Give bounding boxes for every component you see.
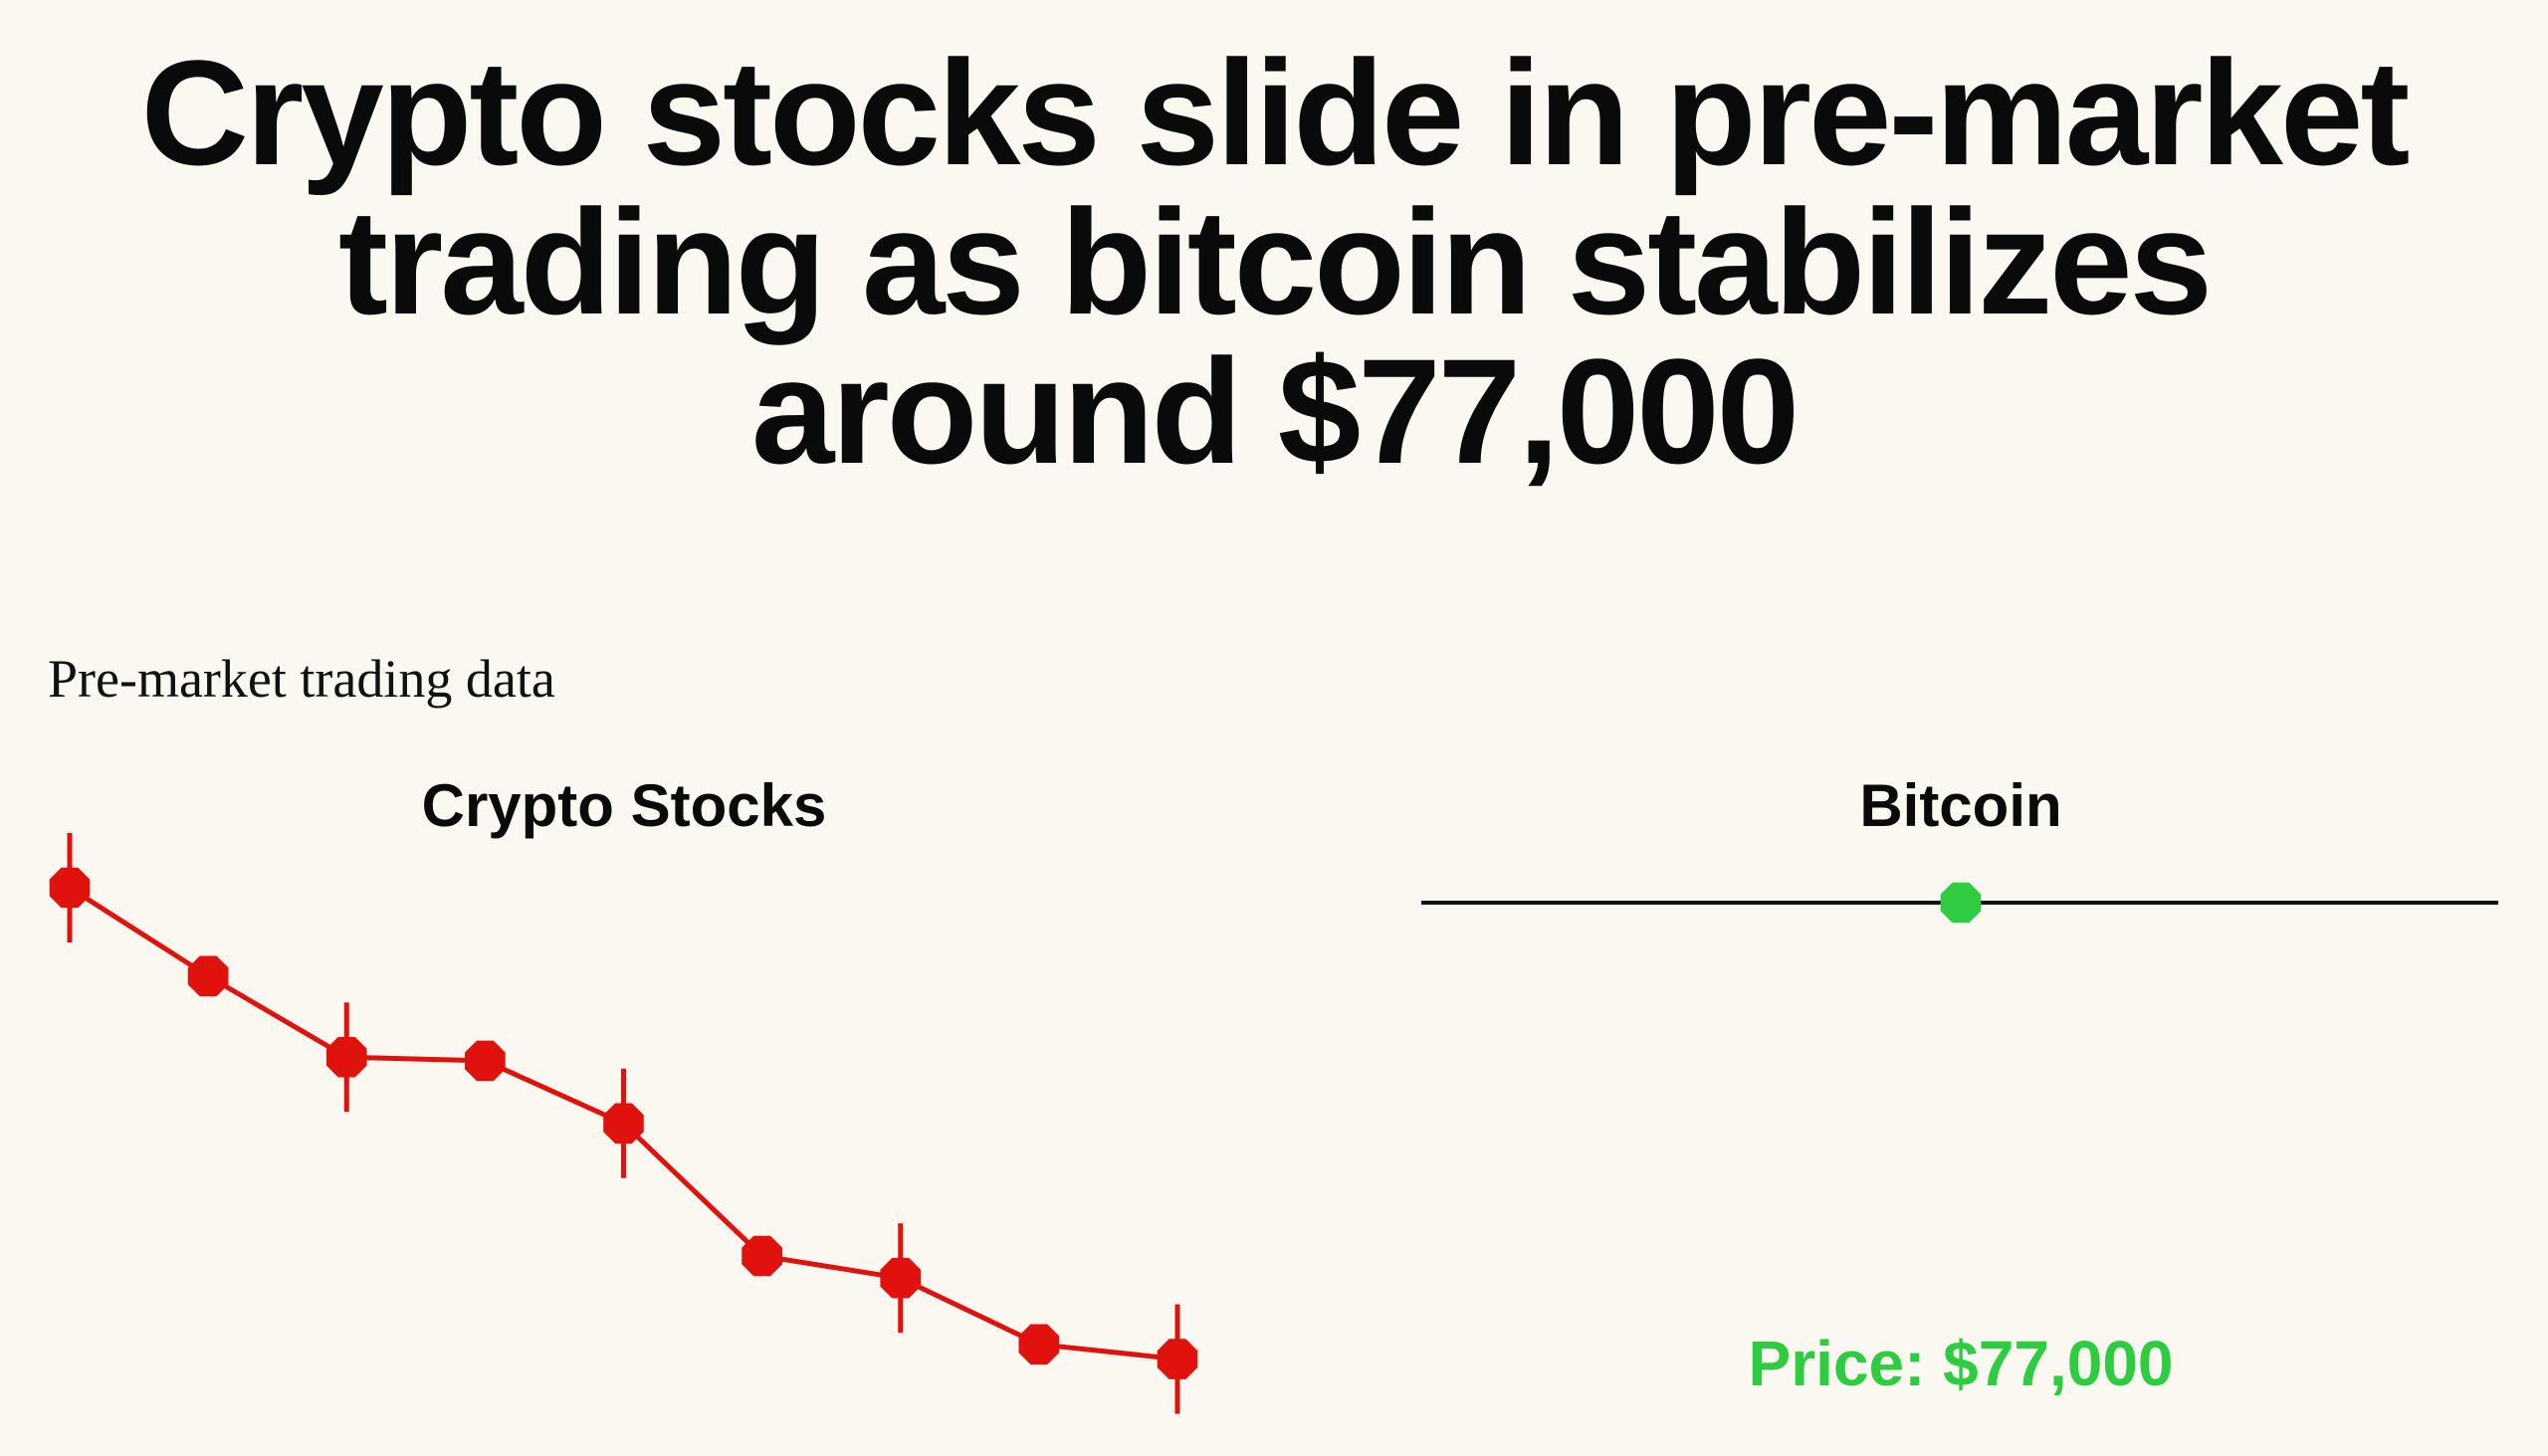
crypto-stocks-point [1157, 1339, 1198, 1379]
crypto-stocks-point [465, 1040, 506, 1082]
subtitle: Pre-market trading data [48, 649, 555, 709]
headline: Crypto stocks slide in pre-market tradin… [140, 29, 2411, 495]
crypto-stocks-point [742, 1235, 782, 1277]
bitcoin-chart-title: Bitcoin [1859, 772, 2062, 839]
crypto-stocks-point [49, 867, 91, 909]
crypto-stocks-point [1018, 1324, 1060, 1365]
crypto-stocks-point [603, 1103, 644, 1144]
bitcoin-price-label: Price: $77,000 [1748, 1328, 2174, 1399]
crypto-stocks-point [187, 955, 229, 997]
bitcoin-price-point [1940, 882, 1982, 924]
crypto-stocks-point [325, 1036, 367, 1078]
crypto-stocks-chart-title: Crypto Stocks [421, 772, 827, 839]
crypto-stocks-chart [49, 833, 1198, 1414]
crypto-stocks-point [880, 1257, 922, 1299]
